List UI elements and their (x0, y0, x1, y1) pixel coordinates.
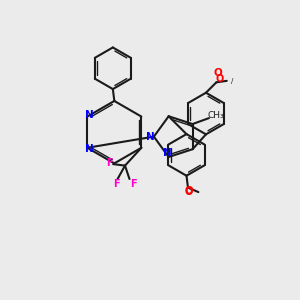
Text: N: N (163, 148, 172, 158)
Text: /: / (231, 77, 233, 83)
Text: N: N (146, 132, 155, 142)
Text: O: O (185, 187, 193, 197)
Text: F: F (113, 179, 119, 189)
Text: N: N (85, 144, 94, 154)
Text: O: O (184, 187, 193, 196)
Text: O: O (216, 74, 224, 84)
Text: F: F (106, 158, 112, 168)
Text: F: F (130, 179, 137, 189)
Text: O: O (214, 68, 222, 78)
Text: CH₃: CH₃ (207, 111, 224, 120)
Text: N: N (85, 110, 94, 120)
